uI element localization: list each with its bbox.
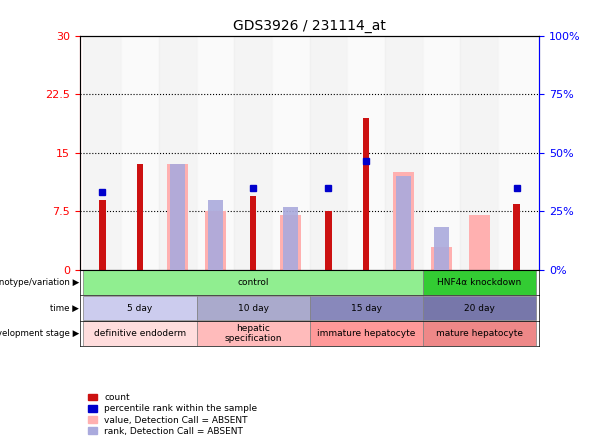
FancyBboxPatch shape [422, 321, 536, 346]
Text: mature hepatocyte: mature hepatocyte [436, 329, 523, 338]
Bar [280, 215, 301, 270]
FancyBboxPatch shape [197, 321, 310, 346]
Bar [385, 36, 422, 270]
Bar [121, 36, 159, 270]
Bar [205, 211, 226, 270]
FancyBboxPatch shape [83, 321, 197, 346]
Title: GDS3926 / 231114_at: GDS3926 / 231114_at [233, 19, 386, 33]
Text: genotype/variation ▶: genotype/variation ▶ [0, 278, 79, 287]
Text: hepatic
specification: hepatic specification [224, 324, 282, 343]
FancyBboxPatch shape [310, 296, 422, 321]
Bar [431, 246, 452, 270]
Text: 5 day: 5 day [128, 304, 153, 313]
Text: 10 day: 10 day [238, 304, 268, 313]
Text: definitive endoderm: definitive endoderm [94, 329, 186, 338]
Legend: count, percentile rank within the sample, value, Detection Call = ABSENT, rank, : count, percentile rank within the sample… [84, 389, 261, 440]
Bar [434, 227, 449, 270]
Bar [498, 36, 536, 270]
Bar [159, 36, 197, 270]
FancyBboxPatch shape [83, 270, 422, 295]
Bar [272, 36, 310, 270]
Text: HNF4α knockdown: HNF4α knockdown [437, 278, 521, 287]
Bar [249, 196, 256, 270]
Text: development stage ▶: development stage ▶ [0, 329, 79, 338]
Bar [83, 36, 121, 270]
FancyBboxPatch shape [83, 296, 197, 321]
Bar [99, 200, 105, 270]
Text: immature hepatocyte: immature hepatocyte [317, 329, 415, 338]
Bar [460, 36, 498, 270]
Bar [197, 36, 234, 270]
Bar [310, 36, 347, 270]
Text: 15 day: 15 day [351, 304, 381, 313]
Bar [137, 164, 143, 270]
Bar [325, 211, 332, 270]
FancyBboxPatch shape [197, 296, 310, 321]
FancyBboxPatch shape [422, 270, 536, 295]
Bar [347, 36, 385, 270]
Bar [170, 164, 185, 270]
Bar [422, 36, 460, 270]
Bar [396, 176, 411, 270]
Text: 20 day: 20 day [463, 304, 495, 313]
Text: control: control [237, 278, 268, 287]
Bar [394, 172, 414, 270]
Bar [234, 36, 272, 270]
Bar [167, 164, 188, 270]
Bar [514, 203, 520, 270]
Text: time ▶: time ▶ [50, 304, 79, 313]
Bar [283, 207, 299, 270]
Bar [363, 118, 370, 270]
FancyBboxPatch shape [310, 321, 422, 346]
FancyBboxPatch shape [422, 296, 536, 321]
Bar [469, 215, 490, 270]
Bar [208, 200, 223, 270]
